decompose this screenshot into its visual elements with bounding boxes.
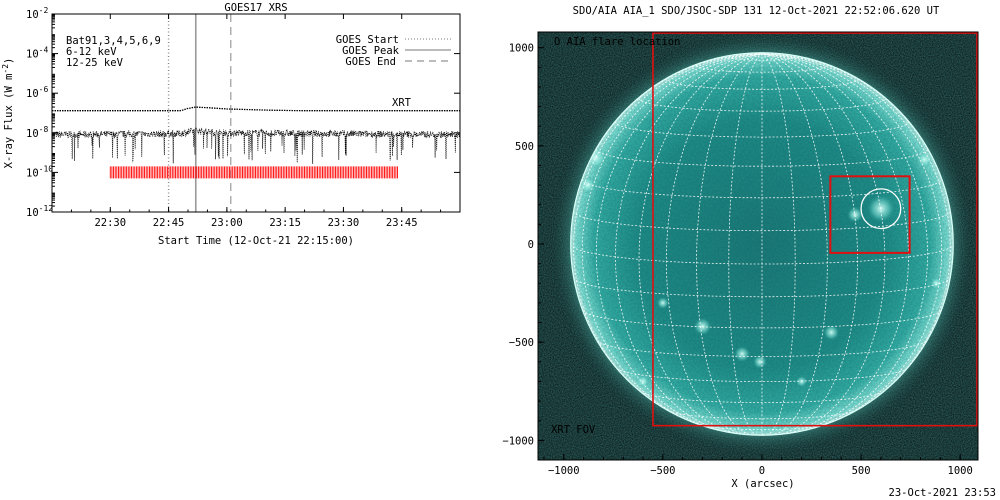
longitude-line	[761, 53, 943, 428]
goes-y-axis: 10-12 10-10 10-8 10-6 10-4 10-2	[26, 6, 460, 219]
bright-region	[916, 151, 933, 168]
longitude-line	[761, 53, 886, 435]
goes-series-line-0	[52, 106, 460, 112]
goes-xrs-panel: GOES17 XRS 22:30 22:45 23:00 23:15 23:30 23:4…	[1, 2, 461, 247]
aia-legend-text: O AIA flare location	[554, 36, 680, 48]
aia-x-label: X (arcsec)	[731, 478, 794, 490]
longitude-line	[761, 53, 951, 408]
bright-region	[823, 324, 840, 341]
aia-x-tick-label: −500	[650, 465, 675, 477]
bright-region	[796, 375, 808, 388]
goes-x-tick-label: 22:45	[153, 217, 185, 229]
bright-region	[637, 375, 649, 388]
goes-x-tick-label: 23:30	[328, 217, 360, 229]
latitude-line	[728, 56, 796, 61]
goes-x-tick-label: 23:45	[386, 217, 418, 229]
bright-region	[930, 277, 943, 290]
aia-x-tick-label: 500	[852, 465, 871, 477]
longitude-line	[665, 53, 763, 436]
longitude-line	[761, 53, 859, 436]
legend-goes-end: GOES End	[345, 56, 396, 68]
longitude-line	[761, 53, 796, 436]
goes-series	[52, 106, 460, 164]
aia-image-panel: SDO/AIA AIA_1 SDO/JSOC-SDP 131 12-Oct-20…	[502, 5, 979, 490]
latitude-line	[696, 65, 828, 73]
legend-6-12kev: 6-12 keV	[66, 46, 117, 58]
latitude-line	[665, 79, 858, 90]
aia-x-tick-label: 1000	[948, 465, 973, 477]
xrt-label: XRT	[392, 97, 412, 109]
longitude-line	[761, 53, 828, 436]
latitude-line	[573, 210, 951, 232]
goes-x-tick-label: 22:30	[94, 217, 126, 229]
solar-limb	[570, 52, 954, 436]
legend-goes-peak: GOES Peak	[342, 45, 400, 57]
longitude-line	[761, 53, 909, 434]
longitude-line	[614, 53, 763, 434]
goes-title: GOES17 XRS	[224, 2, 287, 14]
goes-x-label: Start Time (12-Oct-21 22:15:00)	[158, 235, 354, 247]
goes-legend-left: Bat91,3,4,5,6,9 6-12 keV 12-25 keV	[66, 35, 161, 69]
goes-y-tick-label: 10-6	[26, 85, 48, 100]
aia-y-tick-label: −1000	[502, 435, 534, 447]
aia-x-tick-label: 0	[759, 465, 765, 477]
goes-x-tick-label: 23:00	[211, 217, 243, 229]
bright-region	[656, 296, 669, 309]
xrt-fov-label: XRT FOV	[551, 424, 596, 436]
longitude-line	[728, 53, 763, 436]
goes-x-tick-label: 23:15	[269, 217, 301, 229]
longitude-line	[696, 53, 763, 436]
bright-region	[753, 354, 767, 369]
goes-series-line-1	[52, 127, 460, 164]
goes-y-tick-label: 10-12	[26, 204, 53, 219]
xrt-fov-box	[652, 32, 978, 427]
aia-title: SDO/AIA AIA_1 SDO/JSOC-SDP 131 12-Oct-20…	[573, 5, 940, 17]
aia-y-tick-label: 1000	[509, 43, 534, 55]
goes-y-label: X-ray Flux (W m-2)	[1, 58, 15, 169]
goes-y-label-close: )	[3, 58, 15, 64]
aia-y-tick-label: 500	[515, 141, 534, 153]
longitude-line	[573, 53, 763, 408]
goes-y-label-exp: -2	[1, 64, 10, 74]
latitude-line	[596, 340, 928, 357]
timestamp: 23-Oct-2021 23:53	[889, 487, 996, 499]
longitude-line	[581, 53, 763, 428]
goes-plot-frame	[51, 13, 461, 213]
goes-y-tick-label: 10-10	[26, 164, 53, 179]
xrt-coverage-bars	[109, 166, 398, 179]
longitude-line	[595, 53, 763, 433]
flare-box	[829, 175, 911, 254]
aia-x-axis: −1000 −500 0 500 1000	[543, 454, 973, 477]
aia-flare-location-circle	[860, 188, 902, 230]
aia-x-tick-label: −1000	[548, 465, 580, 477]
latitude-line	[639, 391, 884, 404]
bright-region	[734, 346, 751, 362]
goes-event-lines	[167, 14, 232, 212]
aia-frame	[537, 31, 979, 461]
goes-y-tick-label: 10-8	[26, 125, 48, 140]
aia-y-axis: −1000 −500 0 500 1000	[502, 43, 544, 461]
goes-y-tick-label: 10-2	[26, 6, 48, 21]
goes-y-tick-label: 10-4	[26, 46, 48, 61]
longitude-line	[638, 53, 763, 435]
legend-detector: Bat91,3,4,5,6,9	[66, 35, 161, 47]
legend-goes-start: GOES Start	[336, 34, 399, 46]
aia-y-tick-label: −500	[509, 337, 534, 349]
longitude-line	[761, 53, 929, 433]
goes-x-axis: 22:30 22:45 23:00 23:15 23:30 23:45	[51, 14, 461, 229]
goes-legend-right: GOES Start GOES Peak GOES End	[336, 34, 451, 68]
legend-12-25kev: 12-25 keV	[66, 57, 124, 69]
goes-y-label-text: X-ray Flux (W m	[3, 74, 15, 169]
aia-y-tick-label: 0	[528, 239, 534, 251]
bright-region	[847, 206, 864, 223]
